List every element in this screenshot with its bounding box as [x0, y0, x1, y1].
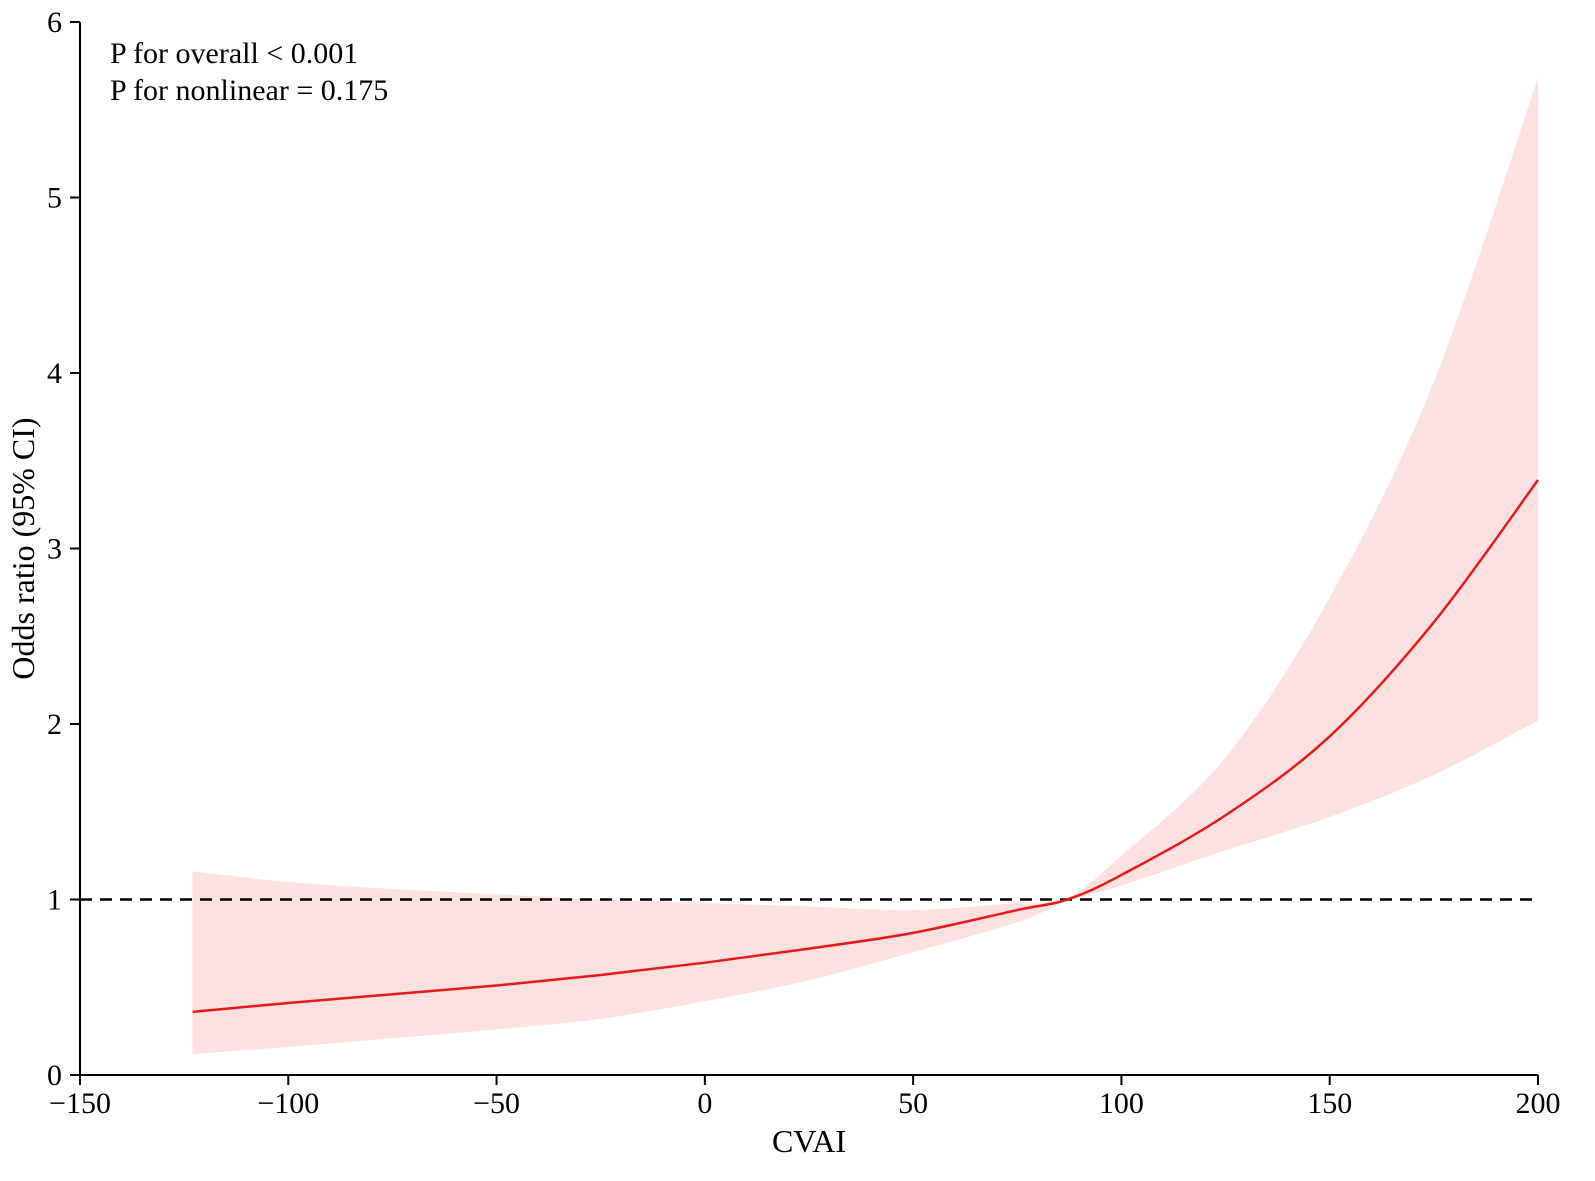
- x-tick-label: −150: [49, 1087, 111, 1120]
- odds-ratio-curve: [192, 479, 1540, 1014]
- ci-band: [192, 78, 1539, 1054]
- y-tick-label: 4: [47, 357, 62, 390]
- x-tick-label: −100: [257, 1087, 319, 1120]
- x-tick-label: 200: [1516, 1087, 1561, 1120]
- plot-area: [80, 78, 1540, 1054]
- x-tick-label: 50: [898, 1087, 928, 1120]
- y-tick-label: 0: [47, 1059, 62, 1092]
- x-tick-label: −50: [473, 1087, 520, 1120]
- x-tick-label: 100: [1099, 1087, 1144, 1120]
- y-tick-label: 6: [47, 6, 62, 39]
- y-tick-label: 3: [47, 533, 62, 566]
- y-tick-label: 2: [47, 708, 62, 741]
- axes: −150 −100 −50 0 50 100 150 200 0 1 2 3 4 5 6: [47, 6, 1561, 1120]
- x-tick-label: 150: [1307, 1087, 1352, 1120]
- y-axis-title: Odds ratio (95% CI): [5, 417, 41, 679]
- p-overall-annotation: P for overall < 0.001: [110, 37, 358, 70]
- y-tick-label: 5: [47, 182, 62, 215]
- y-tick-label: 1: [47, 884, 62, 917]
- p-nonlinear-annotation: P for nonlinear = 0.175: [110, 74, 388, 107]
- x-axis-title: CVAI: [772, 1123, 846, 1159]
- x-tick-label: 0: [697, 1087, 712, 1120]
